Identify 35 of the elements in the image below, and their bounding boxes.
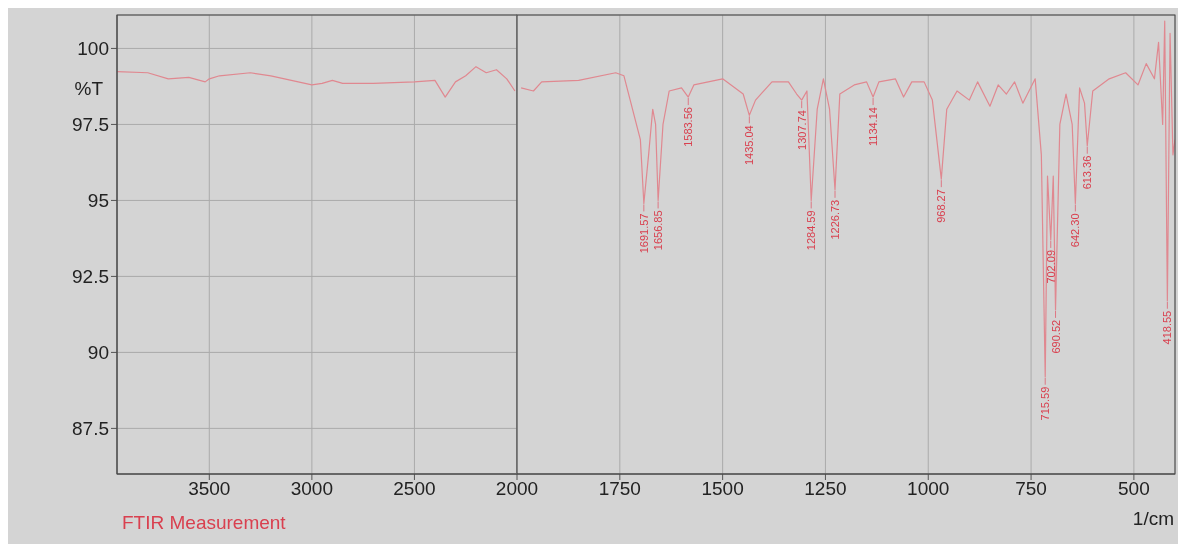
x-tick-label: 1000 [907, 478, 950, 500]
annotation: 1583.56 [682, 107, 695, 147]
annotation: 690.52 [1049, 319, 1062, 354]
x-tick-label: 1750 [598, 478, 641, 500]
annotation: 715.59 [1039, 386, 1052, 421]
y-tick-label: 92.5 [72, 266, 109, 288]
annotation: 418.55 [1161, 310, 1174, 345]
y-tick-label: 100 [77, 38, 109, 60]
x-tick-label: 3500 [188, 478, 231, 500]
annotation: 1134.14 [867, 107, 880, 147]
annotation: 1435.04 [743, 125, 756, 166]
y-tick-label: 90 [87, 342, 109, 364]
x-tick-label: 1250 [804, 478, 847, 500]
annotation: 1691.57 [637, 213, 650, 254]
annotation: 1226.73 [829, 199, 842, 240]
x-axis-title: 1/cm [1132, 508, 1174, 530]
x-tick-label: 2000 [495, 478, 539, 500]
x-tick-label: 750 [1015, 478, 1047, 500]
annotation: 968.27 [935, 189, 948, 223]
annotation: 702.09 [1044, 249, 1057, 284]
annotation: 613.36 [1081, 155, 1094, 190]
annotation: 1656.85 [652, 210, 665, 251]
y-tick-label: 97.5 [72, 114, 109, 136]
line-series [117, 66, 516, 98]
y-tick-label: 95 [87, 190, 109, 212]
y-axis-title: %T [74, 78, 104, 99]
x-tick-label: 1500 [701, 478, 744, 500]
x-tick-label: 500 [1118, 478, 1150, 500]
text: FTIR Measurement [122, 512, 286, 534]
x-tick-label: 2500 [393, 478, 436, 500]
annotation: 1284.59 [805, 210, 818, 251]
x-tick-label: 3000 [290, 478, 334, 500]
annotation: 642.30 [1069, 213, 1082, 248]
y-tick-label: 87.5 [72, 418, 109, 440]
annotation: 1307.74 [795, 110, 808, 150]
